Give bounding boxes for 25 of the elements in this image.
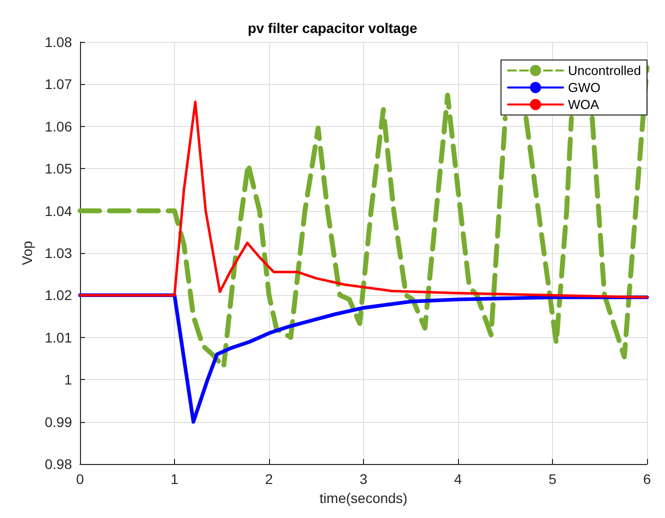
x-tick-label: 3 xyxy=(360,471,368,487)
x-tick-label: 0 xyxy=(76,471,84,487)
chart-title: pv filter capacitor voltage xyxy=(248,20,418,36)
y-tick-label: 0.99 xyxy=(44,414,72,430)
line-series xyxy=(78,100,648,299)
x-axis-title: time(seconds) xyxy=(320,490,408,506)
legend-label: Uncontrolled xyxy=(568,63,642,78)
x-tick-label: 1 xyxy=(170,471,179,487)
y-tick-label: 1.05 xyxy=(44,160,72,177)
x-tick-label: 4 xyxy=(454,471,462,487)
x-tick-label: 2 xyxy=(265,471,274,487)
legend-label: GWO xyxy=(568,80,601,95)
y-tick-label: 1.06 xyxy=(44,118,72,134)
y-tick-label: 1.03 xyxy=(44,245,72,261)
x-tick-label: 6 xyxy=(643,471,652,487)
y-tick-label: 1.08 xyxy=(44,34,72,50)
y-axis-title: Vop xyxy=(18,240,35,266)
legend-label: WOA xyxy=(568,97,600,112)
x-tick-label: 5 xyxy=(548,471,557,487)
y-tick-label: 1 xyxy=(64,372,72,388)
y-tick-label: 0.98 xyxy=(44,456,72,472)
y-tick-label: 1.02 xyxy=(44,287,72,304)
y-tick-label: 1.07 xyxy=(44,76,72,92)
y-tick-label: 1.04 xyxy=(44,202,72,219)
y-tick-label: 1.01 xyxy=(44,329,72,346)
